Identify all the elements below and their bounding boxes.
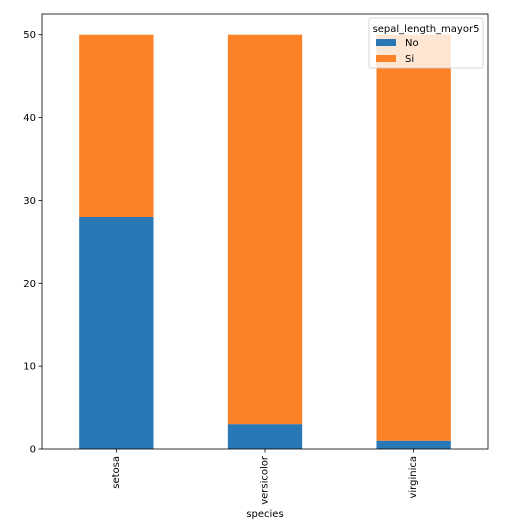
legend-box xyxy=(368,17,484,69)
bar-no-versicolor xyxy=(227,424,303,449)
bar-si-setosa xyxy=(79,34,154,218)
y-tick-label: 40 xyxy=(23,113,36,124)
y-tick-label: 20 xyxy=(23,279,36,290)
bar-si-virginica xyxy=(376,34,451,441)
legend: sepal_length_mayor5 No Si xyxy=(368,17,484,69)
x-tick-label-setosa: setosa xyxy=(111,456,122,489)
legend-title: sepal_length_mayor5 xyxy=(373,24,480,35)
bar-no-virginica xyxy=(376,440,451,449)
y-axis: 0 10 20 30 40 50 xyxy=(23,30,42,456)
bar-si-versicolor xyxy=(227,34,303,425)
bar-no-setosa xyxy=(79,217,154,449)
legend-swatch-no xyxy=(376,39,396,46)
y-tick-label: 50 xyxy=(23,30,36,41)
x-tick-label-versicolor: versicolor xyxy=(260,455,271,505)
y-tick-label: 0 xyxy=(30,445,36,456)
legend-label-no: No xyxy=(405,38,419,49)
x-axis-label: species xyxy=(246,509,283,520)
x-tick-label-virginica: virginica xyxy=(408,456,419,499)
y-tick-label: 30 xyxy=(23,196,36,207)
bars-layer xyxy=(79,34,451,449)
x-axis: setosa versicolor virginica xyxy=(111,449,419,505)
legend-label-si: Si xyxy=(405,54,414,65)
y-tick-label: 10 xyxy=(23,362,36,373)
legend-entries: No Si xyxy=(376,38,419,65)
legend-swatch-si xyxy=(376,55,396,62)
